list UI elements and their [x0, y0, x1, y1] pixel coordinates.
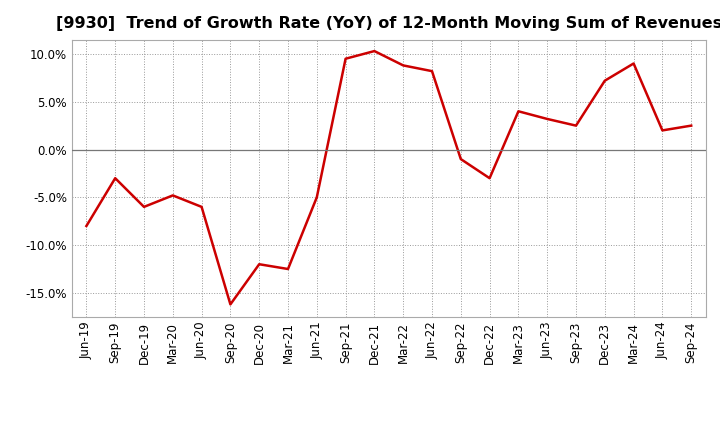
Title: [9930]  Trend of Growth Rate (YoY) of 12-Month Moving Sum of Revenues: [9930] Trend of Growth Rate (YoY) of 12-…	[55, 16, 720, 32]
